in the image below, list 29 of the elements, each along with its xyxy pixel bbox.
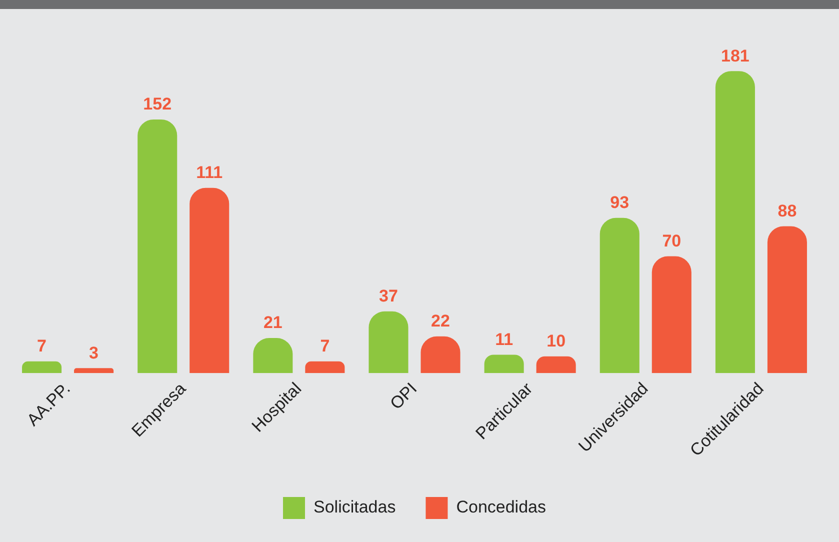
bar bbox=[22, 361, 62, 374]
data-label: 21 bbox=[263, 313, 282, 332]
data-label: 111 bbox=[196, 163, 223, 182]
data-label: 70 bbox=[662, 231, 682, 250]
bar bbox=[74, 368, 114, 374]
bar bbox=[600, 218, 640, 374]
x-tick-label: OPI bbox=[386, 379, 421, 414]
data-label: 7 bbox=[37, 336, 47, 356]
data-label: 11 bbox=[495, 330, 514, 349]
bar bbox=[190, 188, 230, 374]
legend-label: Solicitadas bbox=[314, 498, 396, 517]
bar bbox=[368, 311, 408, 374]
bar bbox=[305, 361, 345, 374]
bar bbox=[484, 354, 524, 374]
bar bbox=[536, 356, 576, 374]
bar bbox=[715, 71, 755, 374]
data-label: 37 bbox=[379, 286, 398, 306]
data-label: 10 bbox=[546, 332, 566, 351]
data-label: 181 bbox=[721, 46, 750, 66]
data-label: 88 bbox=[778, 201, 797, 220]
bar bbox=[652, 256, 692, 374]
bar bbox=[767, 226, 807, 374]
data-label: 93 bbox=[610, 193, 630, 212]
data-label: 3 bbox=[89, 343, 99, 362]
data-label: 152 bbox=[143, 94, 172, 114]
data-label: 22 bbox=[431, 312, 450, 331]
bar bbox=[138, 119, 178, 374]
data-label: 7 bbox=[320, 336, 330, 356]
legend-label: Concedidas bbox=[456, 498, 546, 517]
